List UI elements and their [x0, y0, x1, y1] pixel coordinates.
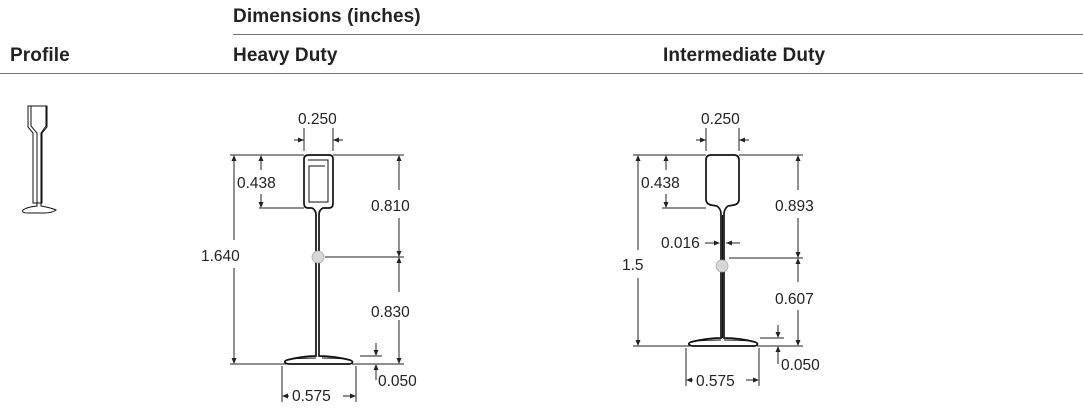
intermediate-total-height-label: 1.5 — [622, 257, 644, 274]
heavy-total-height-label: 1.640 — [201, 248, 240, 265]
heavy-profile-inner — [308, 159, 329, 203]
heavy-profile-outline — [283, 154, 354, 365]
intermediate-top-width-label: 0.250 — [701, 111, 740, 128]
profile-column-header: Profile — [10, 45, 70, 66]
heavy-upper-to-center-label: 0.810 — [371, 198, 410, 215]
intermediate-lower-to-center-label: 0.607 — [775, 291, 814, 308]
column-header-rule — [0, 73, 1083, 74]
profile-icon — [22, 105, 57, 214]
intermediate-head-depth-label: 0.438 — [641, 175, 680, 192]
dimensions-group-label: Dimensions (inches) — [233, 6, 421, 27]
heavy-top-width-label: 0.250 — [298, 111, 337, 128]
heavy-flange-width-label: 0.575 — [292, 388, 331, 405]
heavy-duty-column-header: Heavy Duty — [233, 45, 338, 66]
intermediate-profile-outline — [687, 154, 759, 347]
intermediate-flange-thickness-label: 0.050 — [781, 357, 820, 374]
intermediate-centroid-marker — [715, 259, 729, 273]
intermediate-flange-width-label: 0.575 — [696, 373, 735, 390]
group-header-rule — [233, 34, 1083, 35]
intermediate-duty-column-header: Intermediate Duty — [663, 45, 826, 66]
intermediate-web-thickness-label: 0.016 — [661, 235, 700, 252]
heavy-centroid-marker — [311, 250, 325, 264]
heavy-head-depth-label: 0.438 — [237, 175, 276, 192]
intermediate-upper-to-center-label: 0.893 — [775, 198, 814, 215]
heavy-duty-drawing: 0.250 0.438 1.640 0.810 0.830 — [201, 111, 417, 405]
heavy-lower-to-center-label: 0.830 — [371, 304, 410, 321]
heavy-flange-thickness-label: 0.050 — [378, 373, 417, 390]
intermediate-duty-drawing: 0.250 0.438 1.5 0.016 0.893 — [622, 111, 820, 390]
